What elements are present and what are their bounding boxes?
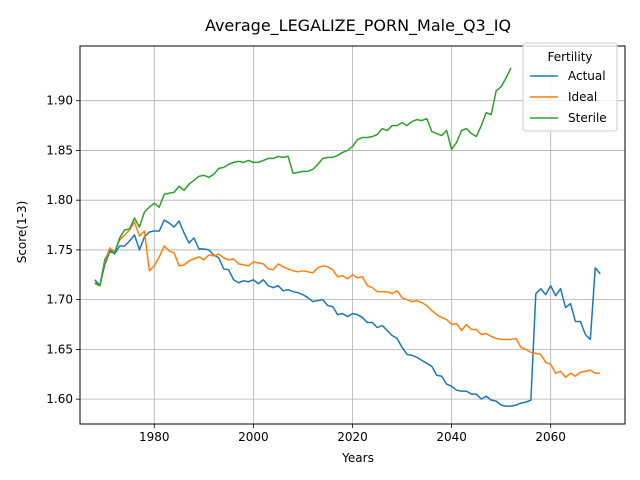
- y-tick-label: 1.60: [46, 392, 73, 406]
- series-lines: [94, 67, 601, 407]
- y-axis: 1.60 1.65 1.70 1.75 1.80 1.85 1.90: [46, 94, 80, 406]
- legend-title: Fertility: [547, 50, 592, 64]
- x-tick-label: 2020: [337, 430, 368, 444]
- x-axis-label: Years: [341, 451, 374, 465]
- legend-items: Actual Ideal Sterile: [530, 69, 607, 125]
- legend: Fertility Actual Ideal Sterile: [522, 42, 618, 132]
- y-tick-label: 1.75: [46, 243, 73, 257]
- y-axis-label: Score(1-3): [15, 201, 29, 264]
- legend-label-ideal: Ideal: [568, 90, 597, 104]
- x-tick-label: 2040: [436, 430, 467, 444]
- y-tick-label: 1.65: [46, 342, 73, 356]
- x-tick-label: 2060: [535, 430, 566, 444]
- legend-box: [522, 42, 618, 132]
- series-line-sterile: [94, 67, 512, 287]
- y-tick-label: 1.80: [46, 193, 73, 207]
- x-axis: 1980 2000 2020 2040 2060: [139, 424, 566, 444]
- x-tick-label: 2000: [238, 430, 269, 444]
- y-tick-label: 1.90: [46, 94, 73, 108]
- y-tick-label: 1.70: [46, 293, 73, 307]
- series-line-actual: [94, 219, 601, 407]
- x-tick-label: 1980: [139, 430, 170, 444]
- grid-lines: [80, 46, 625, 424]
- y-tick-label: 1.85: [46, 143, 73, 157]
- series-line-ideal: [94, 221, 601, 378]
- legend-label-sterile: Sterile: [568, 111, 607, 125]
- chart-title: Average_LEGALIZE_PORN_Male_Q3_IQ: [205, 16, 511, 36]
- legend-label-actual: Actual: [568, 69, 606, 83]
